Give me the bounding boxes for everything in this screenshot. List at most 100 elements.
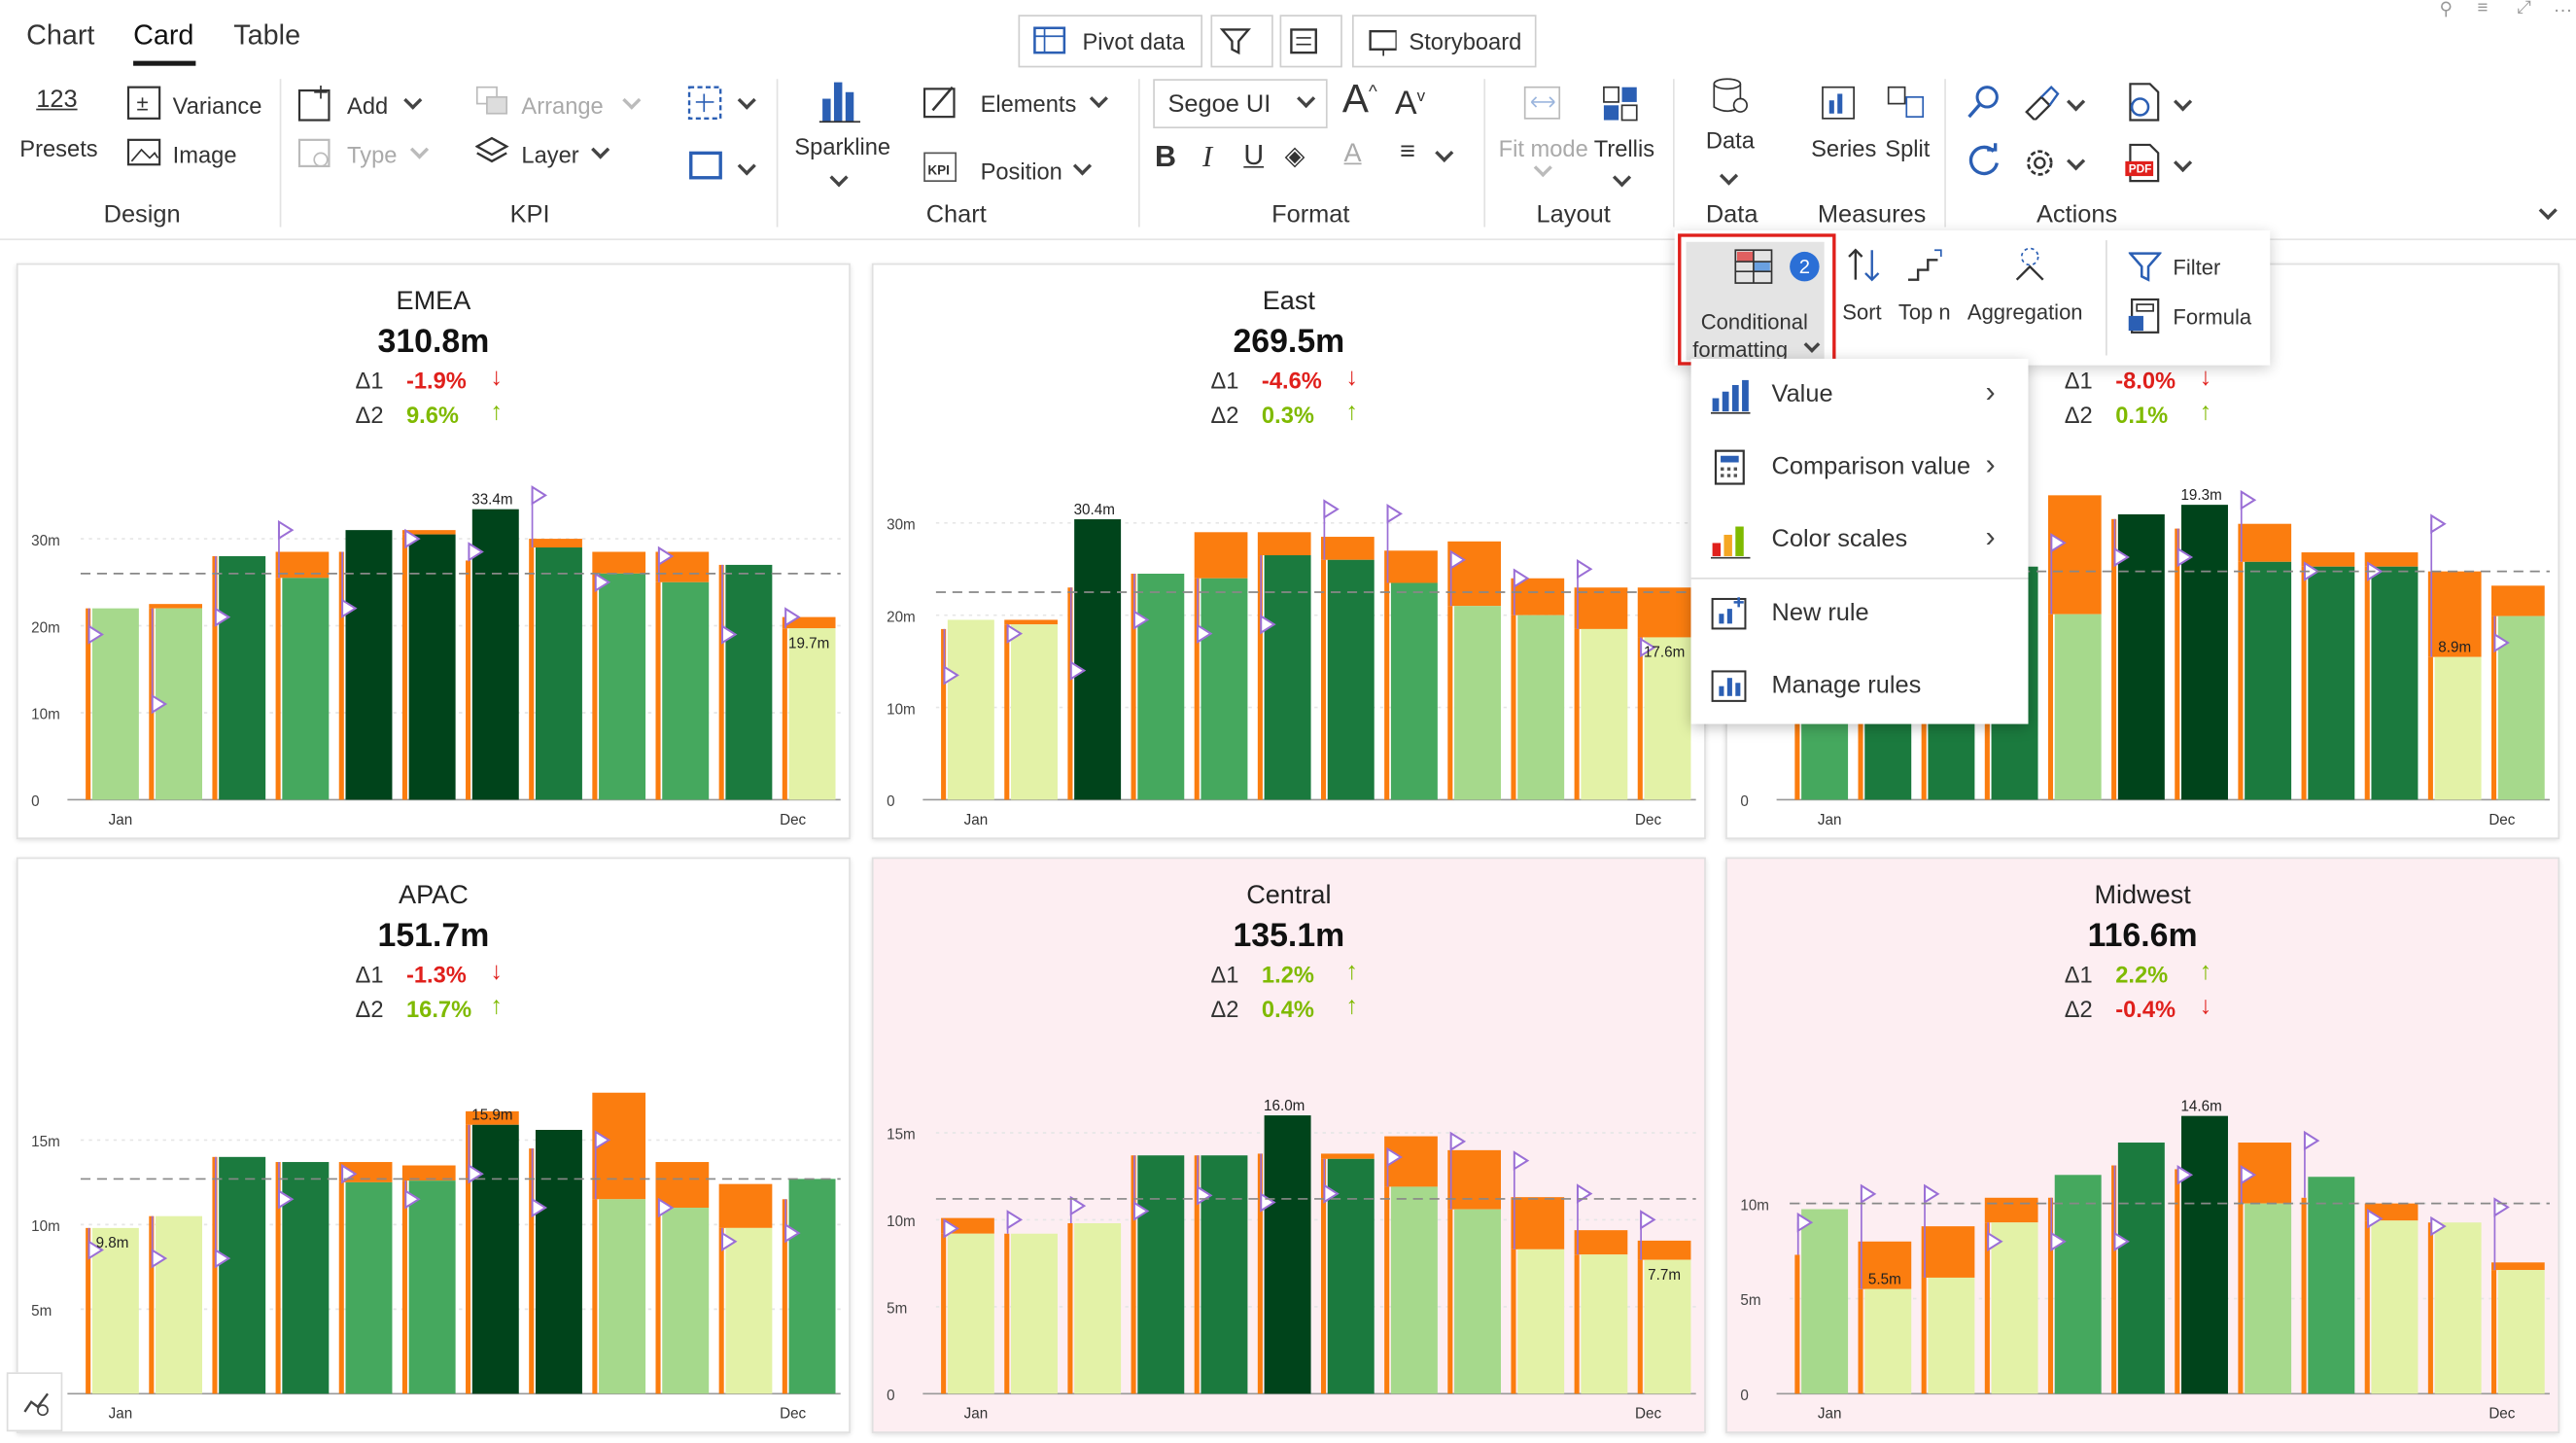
add-button[interactable]: Add	[347, 91, 389, 119]
select-icon[interactable]	[687, 86, 723, 122]
shrink-font-icon[interactable]: Av	[1395, 85, 1426, 123]
value-bar[interactable]	[725, 564, 773, 800]
series-button[interactable]: Series	[1811, 134, 1877, 161]
value-bar[interactable]	[1864, 1288, 1912, 1394]
value-bar[interactable]	[156, 1215, 203, 1394]
value-bar[interactable]	[1644, 637, 1691, 800]
arrange-button[interactable]: Arrange	[521, 91, 604, 119]
value-bar[interactable]	[345, 1181, 393, 1394]
sparkline-chart[interactable]: 0 5m 10m 15m 16.0m 7.7m Jan Dec	[874, 1073, 1705, 1431]
value-bar[interactable]	[219, 555, 266, 800]
value-bar[interactable]	[1011, 624, 1058, 800]
paint-brush-icon[interactable]	[2022, 84, 2062, 121]
filter-edit-button[interactable]	[1210, 15, 1273, 68]
chevron-down-icon[interactable]	[1719, 166, 1739, 186]
value-bar[interactable]	[1201, 1155, 1248, 1394]
value-bar[interactable]	[2245, 1203, 2292, 1394]
formula-button[interactable]: Formula	[2173, 304, 2252, 330]
value-bar[interactable]	[1201, 578, 1248, 800]
chevron-down-icon[interactable]	[2067, 152, 2086, 171]
chevron-down-icon[interactable]	[2174, 153, 2193, 173]
value-bar[interactable]	[2181, 1115, 2228, 1394]
value-bar[interactable]	[947, 1233, 994, 1394]
value-bar[interactable]	[2181, 505, 2228, 800]
sparkline-chart[interactable]: 0 10m 20m 30m 30.4m 17.6m Jan Dec	[874, 478, 1705, 837]
split-button[interactable]: Split	[1885, 134, 1931, 161]
pin-icon[interactable]: ⚲	[2439, 0, 2454, 20]
value-bar[interactable]	[1327, 1158, 1375, 1394]
value-bar[interactable]	[1264, 1115, 1311, 1394]
menu-item-value[interactable]: Value ›	[1691, 359, 2029, 431]
value-bar[interactable]	[1327, 559, 1375, 800]
value-bar[interactable]	[788, 628, 836, 800]
value-bar[interactable]	[1581, 628, 1628, 800]
value-bar[interactable]	[1074, 1222, 1122, 1394]
sparkline-chart[interactable]: 0 10m 20m 30m 33.4m 19.7m Jan Dec	[18, 478, 850, 837]
expand-icon[interactable]: ⤢	[2517, 0, 2532, 18]
value-bar[interactable]	[535, 547, 582, 800]
value-bar[interactable]	[471, 509, 519, 800]
value-bar[interactable]	[1517, 615, 1565, 800]
chevron-down-icon[interactable]	[2174, 92, 2193, 112]
value-bar[interactable]	[1390, 1186, 1438, 1394]
value-bar[interactable]	[2497, 1270, 2545, 1394]
variance-button[interactable]: Variance	[172, 91, 262, 119]
tab-card[interactable]: Card	[133, 19, 194, 52]
bold-icon[interactable]: B	[1154, 139, 1176, 173]
value-bar[interactable]	[1074, 519, 1122, 800]
chevron-down-icon[interactable]	[737, 90, 756, 110]
sparkline-chart[interactable]: 5m 10m 15m 9.8m 15.9m Jan Dec	[18, 1073, 850, 1431]
value-bar[interactable]	[91, 1227, 139, 1394]
refresh-icon[interactable]	[1966, 143, 2002, 179]
value-bar[interactable]	[219, 1156, 266, 1394]
value-bar[interactable]	[282, 578, 330, 800]
font-color-icon[interactable]: A	[1343, 139, 1362, 168]
value-bar[interactable]	[2245, 561, 2292, 800]
align-icon[interactable]: ≡	[1400, 138, 1415, 166]
value-bar[interactable]	[1581, 1254, 1628, 1394]
value-bar[interactable]	[947, 619, 994, 800]
menu-item-new-rule[interactable]: New rule	[1691, 578, 2029, 650]
chevron-down-icon[interactable]	[737, 157, 756, 176]
value-bar[interactable]	[662, 1207, 710, 1394]
kpi-card[interactable]: EMEA 310.8m Δ1 -1.9% ↓ Δ2 9.6% ↑ 0 10m 20m 30m 33.4m…	[16, 263, 851, 840]
filter-button[interactable]: Filter	[2173, 255, 2221, 280]
pivot-data-button[interactable]: Pivot data	[1018, 15, 1203, 68]
value-bar[interactable]	[2308, 566, 2355, 800]
value-bar[interactable]	[2434, 656, 2482, 800]
value-bar[interactable]	[408, 534, 456, 800]
collapse-ribbon-icon[interactable]	[2538, 201, 2558, 221]
value-bar[interactable]	[599, 573, 646, 800]
value-bar[interactable]	[2371, 566, 2419, 800]
storyboard-button[interactable]: Storyboard	[1352, 15, 1537, 68]
tab-chart[interactable]: Chart	[26, 19, 95, 52]
layer-button[interactable]: Layer	[521, 141, 579, 168]
filter-icon[interactable]: ≡	[2477, 0, 2489, 18]
data-button[interactable]: Data	[1705, 126, 1755, 154]
value-bar[interactable]	[471, 1124, 519, 1394]
notes-button[interactable]	[1279, 15, 1342, 68]
value-bar[interactable]	[1011, 1233, 1058, 1394]
presets-button[interactable]: Presets	[19, 134, 98, 161]
value-bar[interactable]	[2371, 1220, 2419, 1394]
kpi-card[interactable]: APAC 151.7m Δ1 -1.3% ↓ Δ2 16.7% ↑ 5m 10m 15m 9.8m 15…	[16, 857, 851, 1433]
border-icon[interactable]	[687, 150, 723, 183]
value-bar[interactable]	[535, 1129, 582, 1394]
value-bar[interactable]	[1390, 582, 1438, 800]
kpi-card[interactable]: East 269.5m Δ1 -4.6% ↓ Δ2 0.3% ↑ 0 10m 20m 30m 30.4m…	[871, 263, 1706, 840]
top-n-button[interactable]: Top n	[1897, 299, 1951, 325]
sparkline-chart[interactable]: 0 5m 10m 5.5m 14.6m Jan Dec	[1727, 1073, 2559, 1431]
chevron-down-icon[interactable]	[409, 140, 430, 159]
tab-table[interactable]: Table	[233, 19, 301, 52]
settings-corner-button[interactable]	[6, 1372, 63, 1432]
value-bar[interactable]	[1517, 1249, 1565, 1394]
value-bar[interactable]	[1454, 1209, 1502, 1394]
pdf-icon[interactable]: PDF	[2124, 143, 2164, 183]
value-bar[interactable]	[408, 1180, 456, 1394]
italic-icon[interactable]: I	[1202, 139, 1213, 173]
chevron-down-icon[interactable]	[1612, 168, 1632, 188]
more-icon[interactable]: …	[2553, 0, 2573, 17]
value-bar[interactable]	[788, 1179, 836, 1394]
export-settings-icon[interactable]	[2124, 83, 2164, 123]
elements-button[interactable]: Elements	[980, 90, 1077, 118]
